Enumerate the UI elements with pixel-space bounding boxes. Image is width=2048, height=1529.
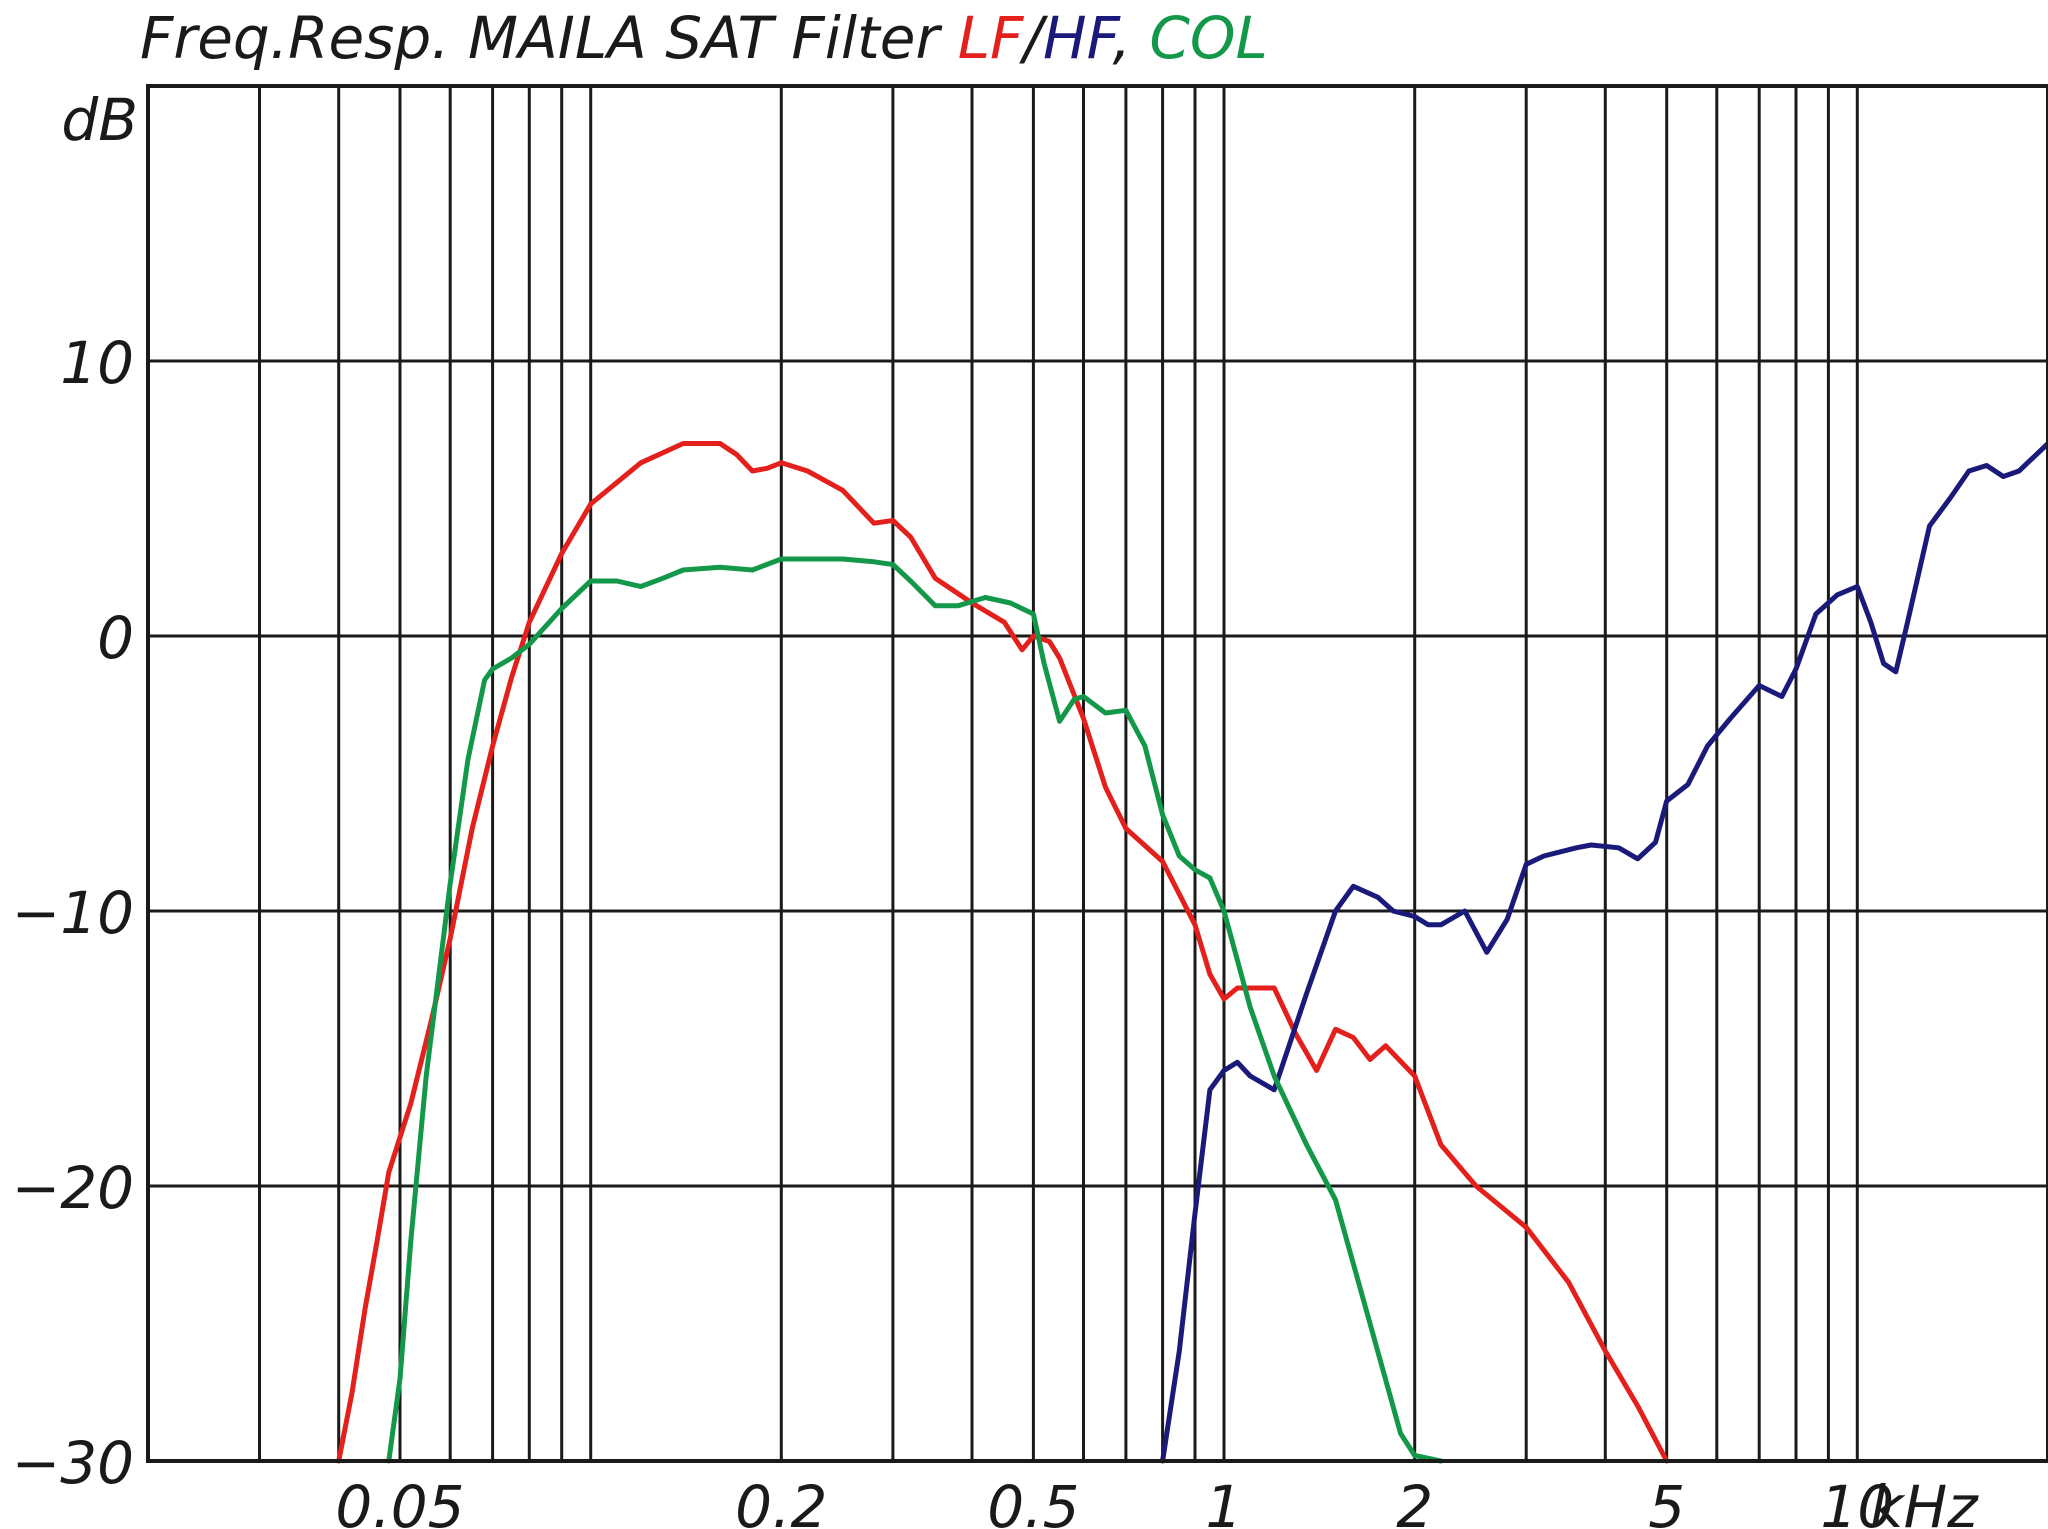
y-tick-label: 10	[60, 329, 134, 397]
x-tick-label: 0.05	[335, 1473, 464, 1529]
chart-title: Freq.Resp. MAILA SAT Filter LF/HF, COL	[140, 4, 1268, 72]
plot-frame	[146, 84, 2048, 1463]
x-tick-label: 1	[1206, 1473, 1243, 1529]
x-tick-label: 5	[1648, 1473, 1685, 1529]
chart-title-col: COL	[1149, 4, 1267, 72]
y-tick-label: −20	[12, 1154, 134, 1222]
chart-title-comma: ,	[1112, 4, 1149, 72]
series-line-lf	[336, 441, 1670, 1464]
series-line-col	[386, 556, 1444, 1464]
chart-title-lf: LF	[958, 4, 1025, 72]
y-tick-label: −10	[12, 879, 134, 947]
x-tick-label: 0.5	[987, 1473, 1079, 1529]
series-lines	[336, 441, 2048, 1464]
x-tick-label: 2	[1396, 1473, 1433, 1529]
x-tick-label: 0.2	[735, 1473, 827, 1529]
y-tick-label: −30	[12, 1429, 134, 1497]
x-tick-label: 10	[1820, 1473, 1894, 1529]
series-line-hf	[1160, 441, 2048, 1464]
y-axis-unit-label: dB	[61, 86, 138, 154]
x-axis-unit-label: kHz	[1870, 1473, 1979, 1529]
chart-title-prefix: Freq.Resp. MAILA SAT Filter	[140, 4, 958, 72]
grid-lines	[148, 86, 2048, 1461]
y-tick-labels: 10 0 −10 −20 −30	[12, 329, 134, 1497]
y-tick-label: 0	[97, 604, 134, 672]
chart-title-hf: HF	[1043, 4, 1122, 72]
